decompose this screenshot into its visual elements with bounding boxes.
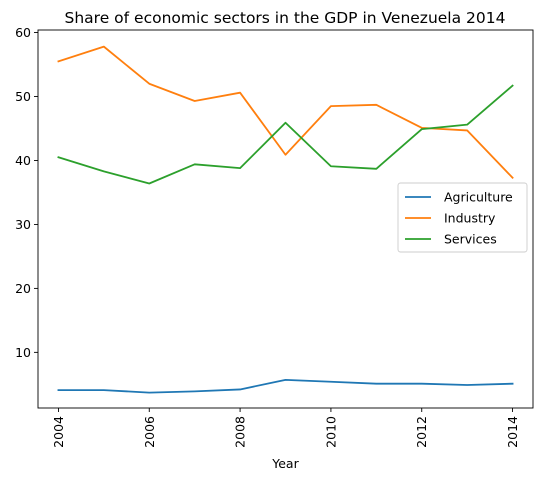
y-tick-label: 30	[15, 217, 31, 232]
chart-title: Share of economic sectors in the GDP in …	[65, 9, 506, 27]
x-axis-label: Year	[271, 456, 299, 471]
y-tick-label: 60	[15, 25, 31, 40]
legend-label-services: Services	[444, 232, 497, 247]
y-tick-label: 10	[15, 345, 31, 360]
x-axis: 2004 2006 2008 2010 2012 2014	[51, 408, 520, 448]
series-layer	[57, 45, 514, 394]
plot-frame	[37, 29, 534, 409]
x-tick-label: 2014	[505, 416, 520, 448]
y-tick-label: 40	[15, 153, 31, 168]
x-tick-label: 2008	[233, 416, 248, 448]
legend-label-agriculture: Agriculture	[444, 190, 513, 205]
y-axis: 10 20 30 40 50 60	[15, 25, 38, 360]
series-line-agriculture	[57, 378, 514, 394]
legend-box	[397, 182, 528, 253]
x-tick-label: 2006	[142, 416, 157, 448]
legend-label-industry: Industry	[444, 211, 496, 226]
x-tick-label: 2010	[323, 416, 338, 448]
x-tick-label: 2004	[51, 416, 66, 448]
series-line-industry	[57, 45, 514, 180]
series-line-services	[57, 84, 514, 185]
y-tick-label: 50	[15, 89, 31, 104]
legend: Agriculture Industry Services	[397, 182, 528, 253]
y-tick-label: 20	[15, 281, 31, 296]
x-tick-label: 2012	[414, 416, 429, 448]
